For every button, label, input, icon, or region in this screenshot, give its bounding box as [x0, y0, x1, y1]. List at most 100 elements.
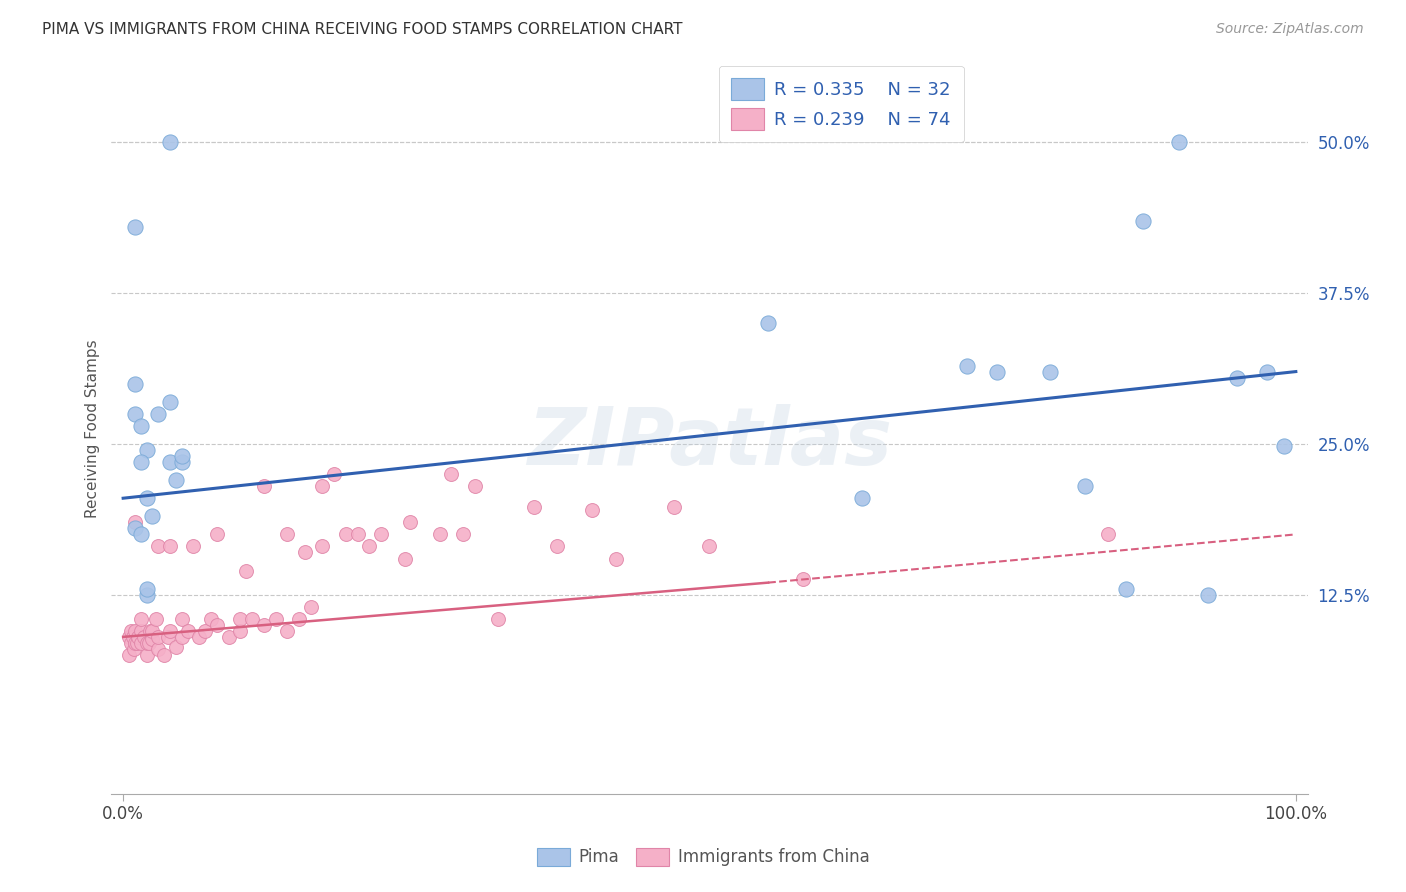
Point	[276, 527, 298, 541]
Point	[120, 636, 142, 650]
Point	[605, 551, 627, 566]
Point	[118, 630, 141, 644]
Point	[1115, 582, 1137, 596]
Point	[145, 612, 167, 626]
Point	[229, 612, 252, 626]
Point	[135, 636, 157, 650]
Legend: Pima, Immigrants from China: Pima, Immigrants from China	[529, 839, 877, 875]
Point	[124, 521, 146, 535]
Point	[394, 551, 416, 566]
Point	[299, 599, 322, 614]
Point	[346, 527, 368, 541]
Point	[359, 540, 381, 554]
Point	[135, 588, 157, 602]
Point	[756, 316, 779, 330]
Point	[118, 648, 141, 662]
Point	[124, 636, 146, 650]
Point	[253, 479, 276, 493]
Point	[546, 540, 568, 554]
Point	[120, 624, 142, 638]
Point	[429, 527, 451, 541]
Point	[148, 540, 170, 554]
Point	[288, 612, 311, 626]
Point	[986, 365, 1008, 379]
Point	[581, 503, 603, 517]
Point	[134, 630, 156, 644]
Point	[1256, 365, 1278, 379]
Point	[229, 624, 252, 638]
Point	[129, 636, 152, 650]
Point	[276, 624, 298, 638]
Point	[156, 630, 179, 644]
Point	[451, 527, 474, 541]
Point	[165, 640, 187, 654]
Point	[148, 407, 170, 421]
Point	[159, 136, 181, 150]
Point	[311, 540, 333, 554]
Point	[165, 473, 187, 487]
Point	[159, 540, 181, 554]
Point	[1074, 479, 1097, 493]
Point	[399, 516, 422, 530]
Point	[141, 624, 163, 638]
Point	[792, 572, 814, 586]
Point	[170, 449, 193, 463]
Point	[1226, 370, 1249, 384]
Point	[129, 527, 152, 541]
Point	[124, 624, 146, 638]
Point	[1132, 214, 1154, 228]
Point	[153, 648, 176, 662]
Point	[141, 509, 163, 524]
Point	[159, 624, 181, 638]
Point	[188, 630, 211, 644]
Point	[124, 516, 146, 530]
Point	[135, 491, 157, 506]
Point	[956, 359, 979, 373]
Point	[851, 491, 873, 506]
Point	[141, 632, 163, 647]
Point	[170, 630, 193, 644]
Point	[235, 564, 257, 578]
Point	[127, 630, 149, 644]
Point	[1197, 588, 1219, 602]
Point	[311, 479, 333, 493]
Point	[129, 418, 152, 433]
Point	[1097, 527, 1119, 541]
Point	[264, 612, 287, 626]
Point	[1272, 439, 1295, 453]
Point	[253, 617, 276, 632]
Text: Source: ZipAtlas.com: Source: ZipAtlas.com	[1216, 22, 1364, 37]
Point	[240, 612, 263, 626]
Point	[129, 624, 152, 638]
Point	[1167, 136, 1189, 150]
Point	[129, 612, 152, 626]
Point	[135, 442, 157, 457]
Point	[124, 219, 146, 234]
Point	[194, 624, 217, 638]
Point	[440, 467, 463, 481]
Point	[335, 527, 357, 541]
Point	[127, 636, 149, 650]
Point	[294, 545, 316, 559]
Point	[124, 376, 146, 391]
Point	[122, 642, 145, 657]
Text: PIMA VS IMMIGRANTS FROM CHINA RECEIVING FOOD STAMPS CORRELATION CHART: PIMA VS IMMIGRANTS FROM CHINA RECEIVING …	[42, 22, 683, 37]
Legend: R = 0.335    N = 32, R = 0.239    N = 74: R = 0.335 N = 32, R = 0.239 N = 74	[718, 66, 963, 143]
Text: ZIPatlas: ZIPatlas	[527, 404, 891, 483]
Point	[148, 630, 170, 644]
Point	[159, 394, 181, 409]
Point	[135, 582, 157, 596]
Point	[1038, 365, 1060, 379]
Point	[370, 527, 392, 541]
Point	[135, 648, 157, 662]
Point	[664, 500, 686, 514]
Point	[170, 455, 193, 469]
Point	[699, 540, 721, 554]
Point	[170, 612, 193, 626]
Point	[138, 636, 160, 650]
Point	[464, 479, 486, 493]
Point	[176, 624, 198, 638]
Point	[323, 467, 346, 481]
Point	[124, 407, 146, 421]
Point	[486, 612, 509, 626]
